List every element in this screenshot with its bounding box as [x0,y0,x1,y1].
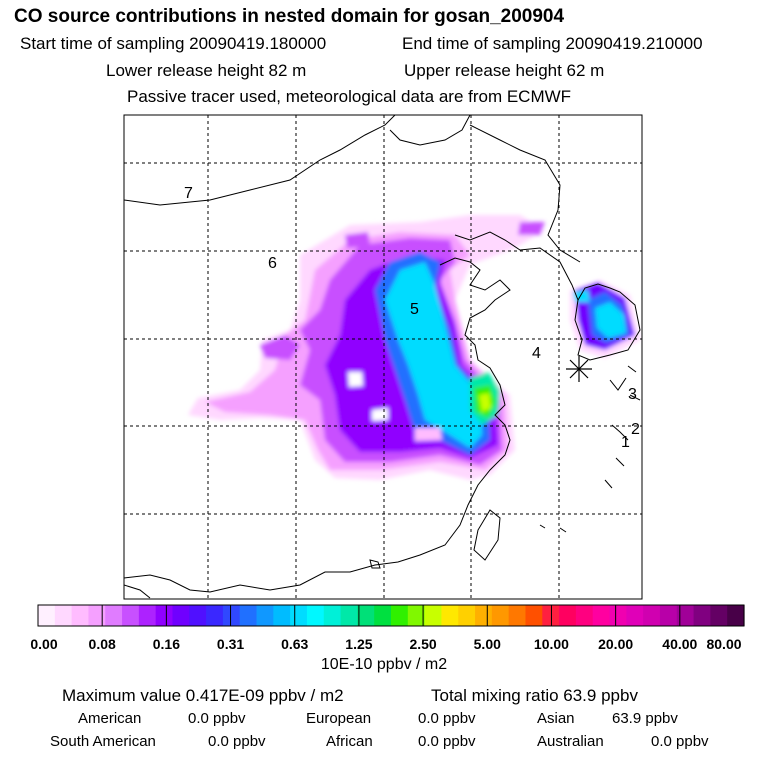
colorbar-swatch [693,605,711,626]
region-label-4: 4 [532,345,541,362]
colorbar-frame [37,604,745,627]
colorbar-swatch [323,605,342,626]
start-time: Start time of sampling 20090419.180000 [20,34,327,53]
colorbar-swatch [222,605,241,626]
colorbar-tick-label: 80.00 [706,636,742,652]
colorbar-swatch [256,605,274,626]
colorbar-swatch [424,605,443,626]
colorbar-swatch [643,605,661,626]
colorbar-tick-label: 1.25 [345,636,373,652]
colorbar-swatch [340,605,358,626]
colorbar-swatch [138,605,157,626]
concentration-field [188,215,640,480]
colorbar-swatch [458,605,476,626]
lower-release-height: Lower release height 82 m [106,61,307,80]
colorbar-swatch [71,605,90,626]
colorbar-swatch [357,605,375,626]
total-mixing-ratio: Total mixing ratio 63.9 ppbv [431,686,638,705]
colorbar-swatch [441,605,459,626]
colorbar-swatch [88,605,106,626]
maximum-value: Maximum value 0.417E-09 ppbv / m2 [62,686,344,705]
colorbar-tick-label: 0.31 [216,636,245,652]
coastlines [124,115,641,599]
contribution-name: Australian [537,733,604,750]
colorbar-tick-label: 0.08 [88,636,116,652]
colorbar-tick-label: 0.63 [281,636,309,652]
colorbar-unit: 10E-10 ppbv / m2 [320,656,448,673]
region-label-3: 3 [628,386,637,403]
colorbar-swatch [391,605,409,626]
contribution-value: 0.0 ppbv [208,733,266,750]
colorbar-swatch [54,605,73,626]
colorbar-swatch [491,605,510,626]
model-note: Passive tracer used, meteorological data… [127,87,572,106]
colorbar-swatch [508,605,527,626]
colorbar-swatch [710,605,728,626]
contribution-name: American [78,710,142,727]
colorbar-swatch [290,605,308,626]
map-title: CO source contributions in nested domain… [14,6,565,27]
colorbar-swatch [609,605,627,626]
graticule [124,115,642,599]
contribution-value: 0.0 ppbv [188,710,246,727]
colorbar-swatch [525,605,543,626]
colorbar-tick-label: 5.00 [473,636,501,652]
colorbar-swatch [626,605,644,626]
colorbar-swatch [306,605,325,626]
map-frame [123,114,643,600]
colorbar-tick-label: 2.50 [409,636,437,652]
colorbar-swatch [122,605,140,626]
contribution-name: Asian [537,710,575,727]
colorbar-swatch [206,605,224,626]
colorbar-tick-label: 0.16 [152,636,180,652]
region-label-1: 1 [621,434,630,451]
colorbar-tick-label: 20.00 [598,636,634,652]
colorbar-swatch [105,605,123,626]
colorbar [37,604,745,627]
contribution-value: 0.0 ppbv [418,710,476,727]
region-label-2: 2 [631,421,640,438]
colorbar-swatch [189,605,207,626]
region-label-6: 6 [268,255,277,272]
colorbar-tick-label: 0.00 [30,636,58,652]
colorbar-swatch [172,605,190,626]
colorbar-swatch [155,605,174,626]
upper-release-height: Upper release height 62 m [404,61,605,80]
end-time: End time of sampling 20090419.210000 [402,34,703,53]
colorbar-tick-label: 10.00 [533,636,569,652]
colorbar-swatch [239,605,258,626]
contribution-value: 0.0 ppbv [418,733,476,750]
colorbar-swatch [676,605,695,626]
contribution-name: European [306,710,372,727]
asterisk-icon [566,356,592,382]
colorbar-swatch [475,605,493,626]
contribution-name: South American [50,733,156,750]
region-label-7: 7 [184,185,193,202]
colorbar-tick-label: 40.00 [662,636,698,652]
contribution-value: 63.9 ppbv [612,710,678,727]
colorbar-swatch [559,605,577,626]
colorbar-swatch [38,605,56,626]
region-label-5: 5 [410,301,419,318]
colorbar-swatch [273,605,291,626]
colorbar-swatch [592,605,611,626]
contribution-value: 0.0 ppbv [651,733,709,750]
colorbar-swatch [727,605,745,626]
colorbar-swatch [659,605,678,626]
contribution-name: African [326,733,373,750]
colorbar-swatch [407,605,426,626]
colorbar-swatch [575,605,594,626]
colorbar-swatch [374,605,392,626]
